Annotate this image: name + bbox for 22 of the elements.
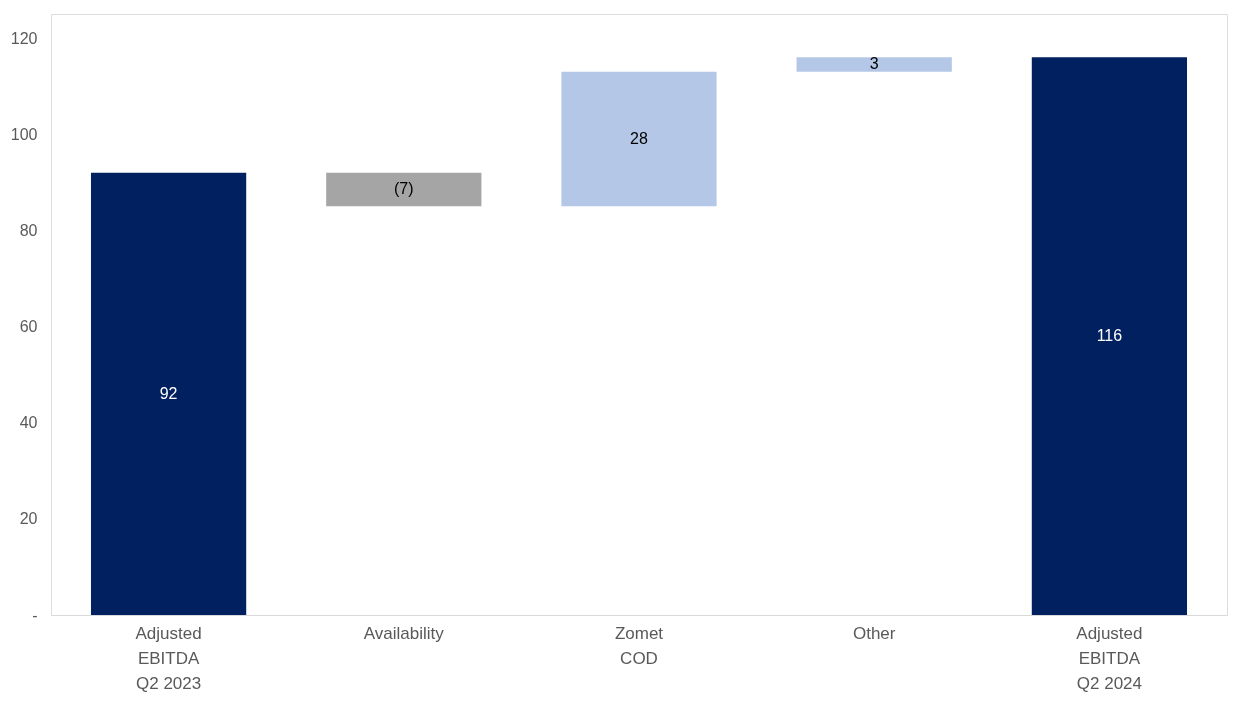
x-tick-label: Adjusted EBITDA Q2 2023	[135, 623, 202, 693]
data-label: (7)	[394, 180, 414, 198]
bar	[326, 172, 482, 207]
y-tick-label: 100	[10, 125, 38, 143]
x-tick-label: Zomet COD	[614, 623, 664, 668]
data-label: 92	[159, 384, 178, 402]
y-tick-label: 20	[19, 510, 38, 528]
bar	[1031, 57, 1188, 615]
data-label: 116	[1096, 327, 1123, 345]
data-label: 3	[869, 55, 879, 73]
bar	[90, 172, 247, 615]
y-tick-label: 60	[19, 318, 38, 336]
x-tick-label: Other	[852, 623, 896, 643]
y-tick-label: 40	[19, 414, 38, 432]
x-tick-label: Adjusted EBITDA Q2 2024	[1076, 623, 1143, 693]
data-label: 28	[630, 130, 648, 148]
y-tick-label: -	[32, 606, 38, 624]
bar	[796, 57, 952, 72]
y-tick-label: 120	[10, 29, 38, 47]
y-tick-label: 80	[19, 221, 38, 239]
bar	[561, 71, 717, 207]
x-tick-label: Availability	[363, 623, 445, 643]
